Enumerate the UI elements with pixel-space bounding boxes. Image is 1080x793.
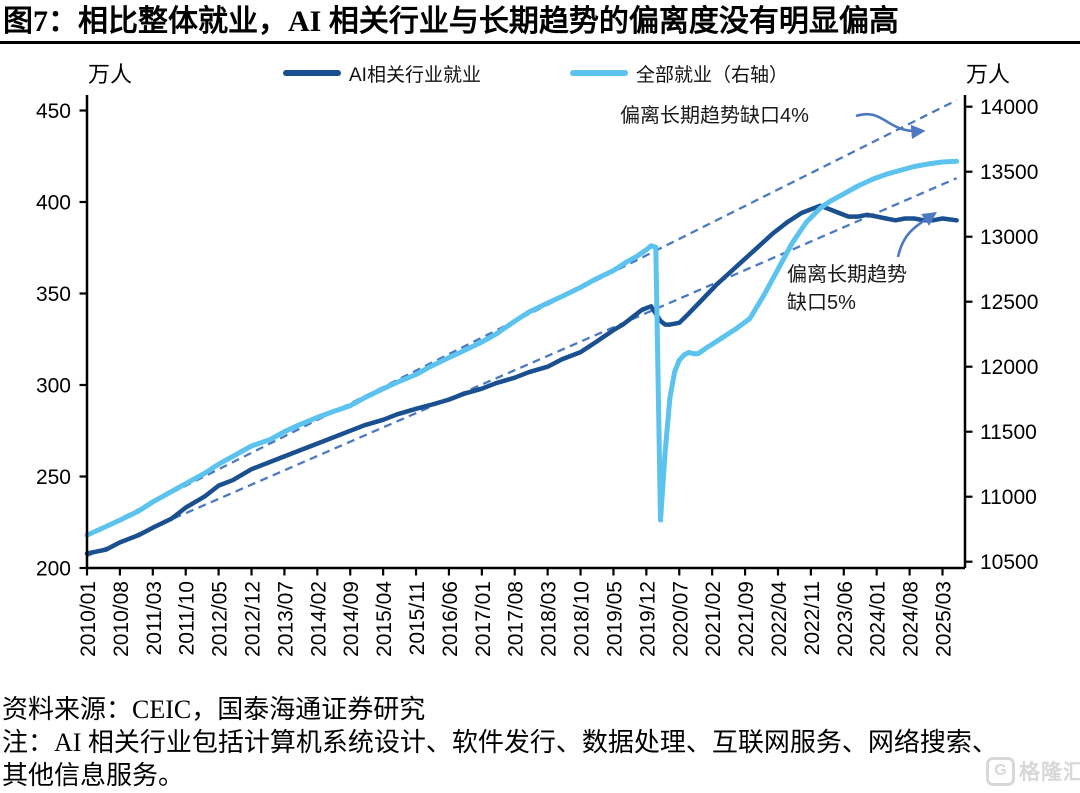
left-axis-tick-label: 450 [36, 100, 71, 123]
x-axis-tick-label: 2010/01 [77, 581, 100, 657]
right-axis-tick-label: 12000 [980, 356, 1038, 379]
x-axis-tick-label: 2019/05 [603, 581, 626, 657]
right-axis-tick-label: 10500 [980, 551, 1038, 574]
total-employment-line [84, 158, 960, 538]
annotation-gap-5pct: 偏离长期趋势 缺口5% [787, 264, 907, 314]
legend-label-total: 全部就业（右轴） [636, 64, 789, 86]
right-axis-tick-label: 13000 [980, 226, 1038, 249]
x-axis-tick-label: 2018/10 [571, 581, 594, 657]
x-axis-tick-label: 2015/11 [406, 581, 429, 655]
left-axis-tick-label: 250 [36, 466, 71, 489]
x-axis-tick-label: 2011/03 [143, 581, 166, 655]
arrow-to-ai-line-end [896, 212, 937, 258]
left-axis-unit-label: 万人 [88, 62, 133, 87]
x-axis-tick-label: 2016/06 [439, 581, 462, 657]
x-axis-tick-label: 2022/04 [768, 581, 791, 657]
x-axis-tick-label: 2017/08 [505, 581, 528, 657]
x-axis-tick-label: 2021/02 [702, 581, 725, 657]
ai-employment-line [84, 203, 959, 556]
x-axis-tick-label: 2021/09 [735, 581, 758, 657]
gelonghui-watermark: G 格隆汇 [986, 756, 1080, 786]
gelonghui-logo-icon: G [986, 756, 1015, 786]
right-axis-tick-label: 13500 [980, 161, 1038, 184]
x-axis-tick-label: 2013/07 [274, 581, 297, 657]
x-axis-tick-label: 2014/02 [307, 581, 330, 657]
x-axis-tick-label: 2024/08 [900, 581, 923, 657]
figure-footer: 资料来源：CEIC，国泰海通证券研究 注：AI 相关行业包括计算机系统设计、软件… [2, 693, 1078, 792]
annotation-gap-4pct: 偏离长期趋势缺口4% [620, 105, 809, 127]
gelonghui-logo-text: 格隆汇 [1019, 761, 1080, 784]
total-series-swatch [570, 70, 628, 76]
legend-item-total-employment: 全部就业（右轴） [570, 62, 789, 86]
x-axis-tick-label: 2020/07 [669, 581, 692, 657]
x-axis-tick-label: 2015/04 [373, 581, 396, 657]
x-axis-tick-label: 2018/03 [538, 581, 561, 657]
left-axis-tick-label: 350 [36, 283, 71, 306]
x-axis-tick-label: 2012/12 [242, 581, 265, 657]
left-axis-tick-label: 200 [36, 558, 71, 581]
right-axis-tick-label: 12500 [980, 291, 1038, 314]
arrow-to-upper-trend [855, 113, 926, 140]
right-axis-tick-label: 14000 [980, 96, 1038, 119]
legend-item-ai-employment: AI相关行业就业 [283, 62, 481, 86]
trend-dashed-line-ai [86, 177, 958, 558]
x-axis-tick-label: 2012/05 [209, 581, 232, 657]
right-axis-tick-label: 11000 [980, 486, 1037, 509]
x-axis-tick-label: 2025/03 [932, 581, 955, 657]
left-axis-tick-label: 300 [36, 375, 71, 398]
x-axis-tick-label: 2014/09 [340, 581, 363, 657]
x-axis-tick-label: 2022/11 [801, 581, 824, 655]
left-axis-tick-label: 400 [36, 192, 71, 215]
note-line-2: 其他信息服务。 [2, 761, 185, 790]
source-line: 资料来源：CEIC，国泰海通证券研究 [2, 695, 426, 724]
title-underline [0, 41, 1080, 44]
legend-label-ai: AI相关行业就业 [349, 64, 481, 86]
right-axis-unit-label: 万人 [966, 62, 1011, 87]
x-axis-tick-label: 2010/08 [110, 581, 133, 657]
x-axis-tick-label: 2011/10 [176, 581, 199, 655]
right-axis-tick-label: 11500 [980, 421, 1037, 444]
x-axis-tick-label: 2017/01 [472, 581, 495, 657]
figure-title: 图7：相比整体就业，AI 相关行业与长期趋势的偏离度没有明显偏高 [3, 5, 899, 38]
note-line-1: 注：AI 相关行业包括计算机系统设计、软件发行、数据处理、互联网服务、网络搜索、 [2, 728, 998, 757]
x-axis-tick-label: 2019/12 [636, 581, 659, 657]
ai-series-swatch [283, 70, 341, 76]
x-axis-tick-label: 2023/06 [834, 581, 857, 657]
x-axis-tick-label: 2024/01 [867, 581, 890, 657]
